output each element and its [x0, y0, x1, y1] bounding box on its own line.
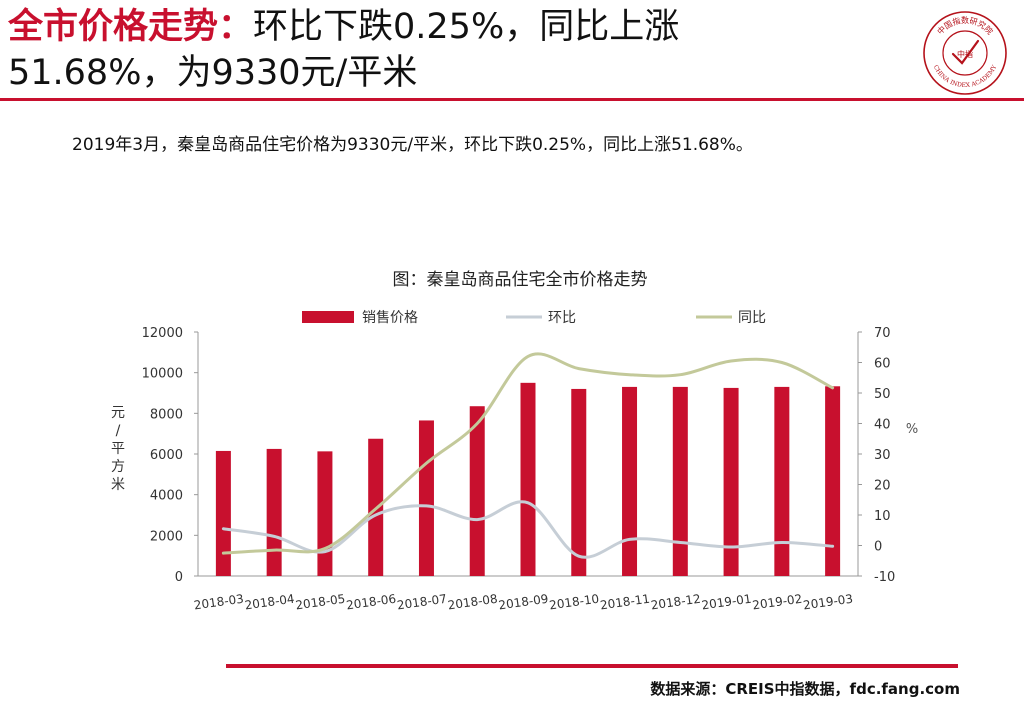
- bar-2019-03: [825, 386, 841, 576]
- headline-line1: 环比下跌0.25%，同比上涨: [253, 7, 680, 47]
- y2-tick-label: 40: [874, 418, 891, 433]
- x-tick-label-2018-12: 2018-12: [650, 592, 702, 613]
- y2-tick-label: -10: [874, 570, 895, 585]
- y-tick-label: 12000: [142, 326, 183, 341]
- logo-center-text: 中指: [957, 49, 973, 59]
- legend-label-line-1: 环比: [548, 310, 576, 326]
- y2-axis-label: %: [906, 422, 918, 437]
- headline-emphasis: 全市价格走势：: [8, 7, 254, 47]
- legend-label-bar: 销售价格: [362, 310, 418, 326]
- x-tick-label-2019-03: 2019-03: [802, 592, 854, 613]
- y-axis-label-char: 米: [111, 477, 125, 493]
- chart-title: 图：秦皇岛商品住宅全市价格走势: [393, 270, 648, 290]
- series-line-2: [221, 352, 835, 555]
- bar-2018-04: [266, 448, 282, 576]
- y2-tick-label: 70: [874, 326, 891, 341]
- bar-2019-01: [723, 387, 739, 576]
- x-tick-label-2019-02: 2019-02: [751, 592, 803, 613]
- y2-tick-label: 30: [874, 448, 891, 463]
- headline: 全市价格走势：环比下跌0.25%，同比上涨 51.68%，为9330元/平米: [8, 4, 908, 96]
- bar-2018-10: [571, 388, 587, 576]
- x-tick-label-2018-05: 2018-05: [295, 592, 347, 613]
- y-tick-label: 0: [175, 570, 183, 585]
- x-tick-label-2018-06: 2018-06: [345, 592, 397, 613]
- legend-swatch-bar: [302, 311, 354, 323]
- y-tick-label: 2000: [150, 529, 183, 544]
- summary-text: 2019年3月，秦皇岛商品住宅价格为9330元/平米，环比下跌0.25%，同比上…: [72, 135, 753, 155]
- y-axis-label-char: 平: [111, 441, 125, 457]
- y2-tick-label: 20: [874, 479, 891, 494]
- x-tick-label-2018-11: 2018-11: [599, 592, 651, 613]
- footer-divider: [226, 664, 958, 668]
- y-tick-label: 10000: [142, 367, 183, 382]
- bar-2018-12: [672, 386, 688, 576]
- bar-2018-11: [622, 386, 638, 576]
- y2-tick-label: 0: [874, 540, 882, 555]
- x-tick-label-2019-01: 2019-01: [701, 592, 753, 613]
- y-axis-label-char: 元: [111, 405, 125, 421]
- y-axis-label-char: 方: [111, 459, 125, 475]
- y-tick-label: 8000: [150, 407, 183, 422]
- y2-tick-label: 10: [874, 509, 891, 524]
- series-line-1: [221, 500, 835, 559]
- logo-bottom-text: CHINA INDEX ACADEMY: [932, 63, 999, 89]
- header-divider: [0, 98, 1024, 101]
- y-tick-label: 6000: [150, 448, 183, 463]
- y-axis-label-char: /: [116, 423, 121, 439]
- y-tick-label: 4000: [150, 489, 183, 504]
- data-source: 数据来源：CREIS中指数据，fdc.fang.com: [650, 680, 960, 698]
- x-tick-label-2018-09: 2018-09: [498, 592, 550, 613]
- y2-tick-label: 50: [874, 387, 891, 402]
- china-index-academy-logo: 中国指数研究院 CHINA INDEX ACADEMY 中指: [923, 11, 1007, 95]
- bar-2018-07: [418, 420, 434, 576]
- x-tick-label-2018-10: 2018-10: [548, 592, 600, 613]
- x-tick-label-2018-03: 2018-03: [193, 592, 245, 613]
- bar-2018-05: [317, 451, 333, 576]
- bar-2018-08: [469, 406, 485, 576]
- x-tick-label-2018-07: 2018-07: [396, 592, 448, 613]
- x-tick-label-2018-08: 2018-08: [447, 592, 499, 613]
- headline-line2: 51.68%，为9330元/平米: [8, 53, 418, 93]
- legend-label-line-2: 同比: [738, 310, 766, 326]
- bar-2019-02: [774, 386, 790, 576]
- bar-2018-09: [520, 382, 536, 576]
- bar-2018-03: [215, 450, 231, 576]
- x-tick-label-2018-04: 2018-04: [244, 592, 296, 613]
- y2-tick-label: 60: [874, 357, 891, 372]
